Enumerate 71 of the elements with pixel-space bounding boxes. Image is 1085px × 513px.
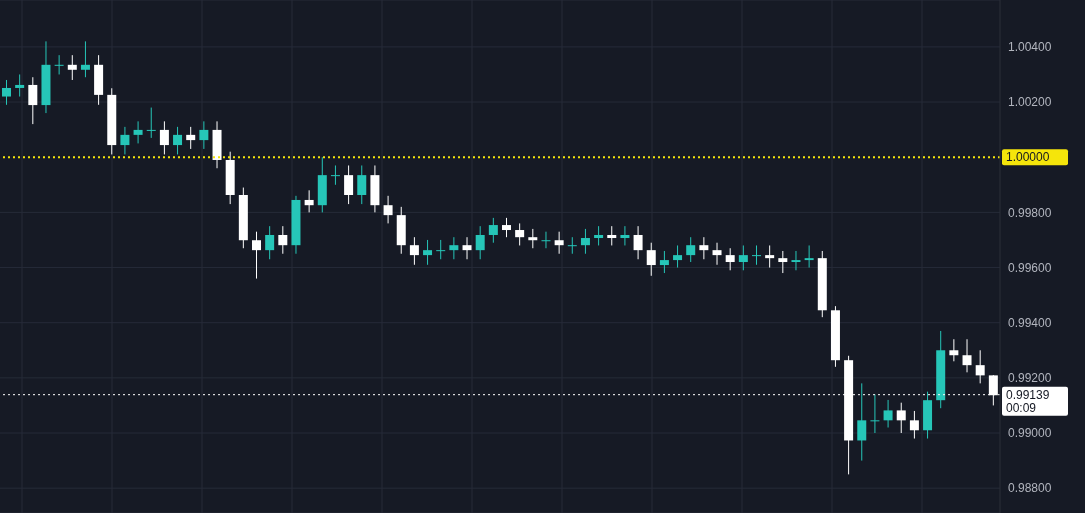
candlestick xyxy=(857,382,867,462)
candlestick xyxy=(620,225,630,246)
candlestick xyxy=(383,195,393,224)
ref-line-label: 1.00000 xyxy=(1006,150,1050,165)
y-tick-label: 0.99000 xyxy=(1008,426,1052,441)
candlestick xyxy=(423,239,433,266)
candlestick xyxy=(778,250,788,274)
candlestick xyxy=(409,236,419,266)
candlestick xyxy=(646,242,656,277)
candlestick xyxy=(567,236,577,255)
candlestick xyxy=(870,393,880,434)
candlestick xyxy=(15,73,25,98)
candlestick xyxy=(791,250,801,271)
candlestick xyxy=(909,410,919,440)
candlestick xyxy=(883,399,893,428)
candlestick xyxy=(436,239,446,260)
candlestick xyxy=(949,338,959,362)
candlestick xyxy=(975,349,985,384)
candlestick xyxy=(475,225,485,260)
candlestick xyxy=(804,244,814,269)
candlestick xyxy=(120,126,130,155)
candlestick xyxy=(28,76,38,125)
y-tick-label: 1.00200 xyxy=(1008,95,1052,110)
candlestick xyxy=(962,338,972,373)
candlestick xyxy=(146,107,156,139)
candlestick xyxy=(186,126,196,150)
candlestick xyxy=(502,217,511,238)
ref-line-label: 0.99139 xyxy=(1006,387,1050,402)
candlestick xyxy=(330,164,340,186)
candlestick xyxy=(752,244,761,266)
y-tick-label: 0.99800 xyxy=(1008,205,1052,220)
candlestick xyxy=(344,164,354,205)
candlestick xyxy=(449,236,459,260)
candlestick xyxy=(725,247,735,271)
candlestick xyxy=(304,189,314,213)
candlestick xyxy=(515,222,525,246)
candlestick xyxy=(686,236,696,263)
candlestick xyxy=(252,231,261,280)
text: 00:09 xyxy=(1006,400,1037,415)
candlestick xyxy=(462,236,472,260)
candlestick xyxy=(765,244,775,269)
candlestick xyxy=(659,250,669,274)
candlestick xyxy=(673,244,683,269)
candlestick xyxy=(607,225,617,246)
candlestick xyxy=(173,126,183,155)
candlestick xyxy=(541,231,551,249)
candlestick xyxy=(488,217,498,244)
candlestick xyxy=(67,54,77,81)
y-tick-label: 0.99600 xyxy=(1008,260,1052,275)
candlestick xyxy=(580,228,590,255)
y-tick-label: 0.98800 xyxy=(1008,481,1052,496)
candlestick xyxy=(738,244,748,271)
y-tick-label: 0.99200 xyxy=(1008,371,1052,386)
candlestick xyxy=(594,225,604,246)
candlestick xyxy=(699,236,709,260)
candlestick xyxy=(712,242,722,266)
candlestick xyxy=(133,120,143,144)
candlestick xyxy=(528,228,538,249)
candlestick xyxy=(554,231,564,255)
candlestick xyxy=(265,225,275,260)
candlestick xyxy=(896,402,906,434)
candlestick xyxy=(357,164,367,205)
y-tick-label: 1.00400 xyxy=(1008,40,1052,55)
candlestick xyxy=(80,40,90,78)
candlestick xyxy=(278,225,288,255)
candlestick xyxy=(54,54,64,75)
candlestick xyxy=(199,120,209,150)
candlestick xyxy=(2,79,11,106)
candlestick xyxy=(633,225,643,260)
candlestick xyxy=(159,120,169,155)
y-tick-label: 0.99400 xyxy=(1008,315,1052,330)
